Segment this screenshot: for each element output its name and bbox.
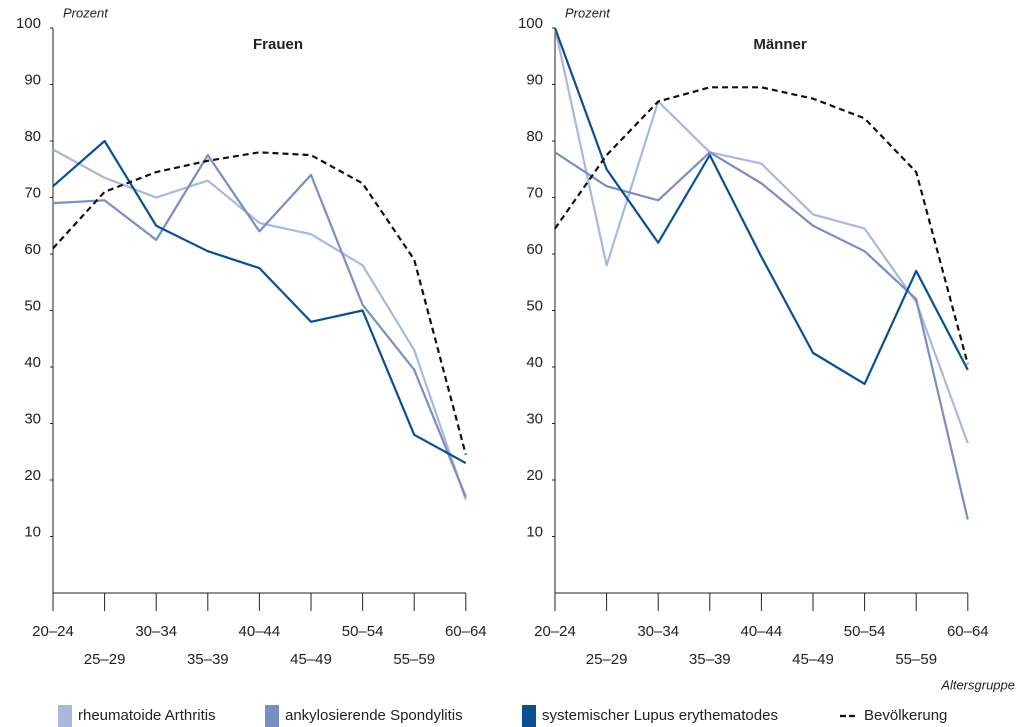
legend-label: systemischer Lupus erythematodes [542, 707, 778, 724]
x-tick-label: 45–49 [290, 651, 332, 668]
y-tick-label: 30 [24, 410, 41, 427]
line-series: Bevölkerung [554, 86, 969, 365]
legend-label: rheumatoide Arthritis [78, 707, 216, 724]
line-series: ankylosierende Spondylitis [554, 151, 969, 520]
y-tick-label: 90 [526, 71, 543, 88]
y-tick-label: 60 [526, 241, 543, 258]
x-tick-label: 50–54 [342, 623, 384, 640]
y-tick-label: 50 [526, 297, 543, 314]
x-tick-label: 20–24 [534, 623, 576, 640]
y-tick-label: 90 [24, 71, 41, 88]
line-series: systemischer Lupus erythematodes [553, 27, 969, 386]
x-tick-label: 35–39 [689, 651, 731, 668]
line-series: ankylosierende Spondylitis [52, 154, 467, 498]
legend-swatch [522, 705, 536, 727]
x-tick-label: 30–34 [135, 623, 177, 640]
x-tick-label: 20–24 [32, 623, 74, 640]
y-tick-label: 60 [24, 241, 41, 258]
x-tick-label: 30–34 [637, 623, 679, 640]
x-axis-label: Altersgruppe [940, 677, 1015, 692]
x-tick-label: 55–59 [895, 651, 937, 668]
y-tick-label: 50 [24, 297, 41, 314]
y-tick-label: 40 [526, 354, 543, 371]
x-tick-label: 25–29 [84, 651, 126, 668]
y-tick-label: 20 [24, 467, 41, 484]
x-tick-label: 25–29 [586, 651, 628, 668]
y-tick-label: 80 [24, 128, 41, 145]
y-tick-label: 20 [526, 467, 543, 484]
chart-title: Frauen [253, 36, 303, 53]
y-axis-label: Prozent [63, 5, 109, 20]
legend-swatch [58, 705, 72, 727]
y-tick-label: 10 [24, 523, 41, 540]
y-tick-label: 70 [526, 184, 543, 201]
x-tick-label: 35–39 [187, 651, 229, 668]
legend-swatch [265, 705, 279, 727]
line-series: rheumatoide Arthritis [553, 27, 969, 444]
y-tick-label: 40 [24, 354, 41, 371]
legend-label: ankylosierende Spondylitis [285, 707, 463, 724]
x-tick-label: 40–44 [741, 623, 783, 640]
y-tick-label: 100 [16, 15, 41, 32]
y-tick-label: 100 [518, 15, 543, 32]
x-tick-label: 50–54 [844, 623, 886, 640]
x-tick-label: 45–49 [792, 651, 834, 668]
line-series: systemischer Lupus erythematodes [52, 139, 467, 465]
x-tick-label: 60–64 [445, 623, 487, 640]
y-tick-label: 70 [24, 184, 41, 201]
legend-label: Bevölkerung [864, 707, 947, 724]
line-series: Bevölkerung [52, 151, 467, 455]
line-series: rheumatoide Arthritis [52, 148, 467, 501]
x-tick-label: 55–59 [393, 651, 435, 668]
y-tick-label: 10 [526, 523, 543, 540]
x-tick-label: 60–64 [947, 623, 989, 640]
y-tick-label: 30 [526, 410, 543, 427]
x-tick-label: 40–44 [239, 623, 281, 640]
chart-title: Männer [753, 36, 807, 53]
y-tick-label: 80 [526, 128, 543, 145]
y-axis-label: Prozent [565, 5, 611, 20]
